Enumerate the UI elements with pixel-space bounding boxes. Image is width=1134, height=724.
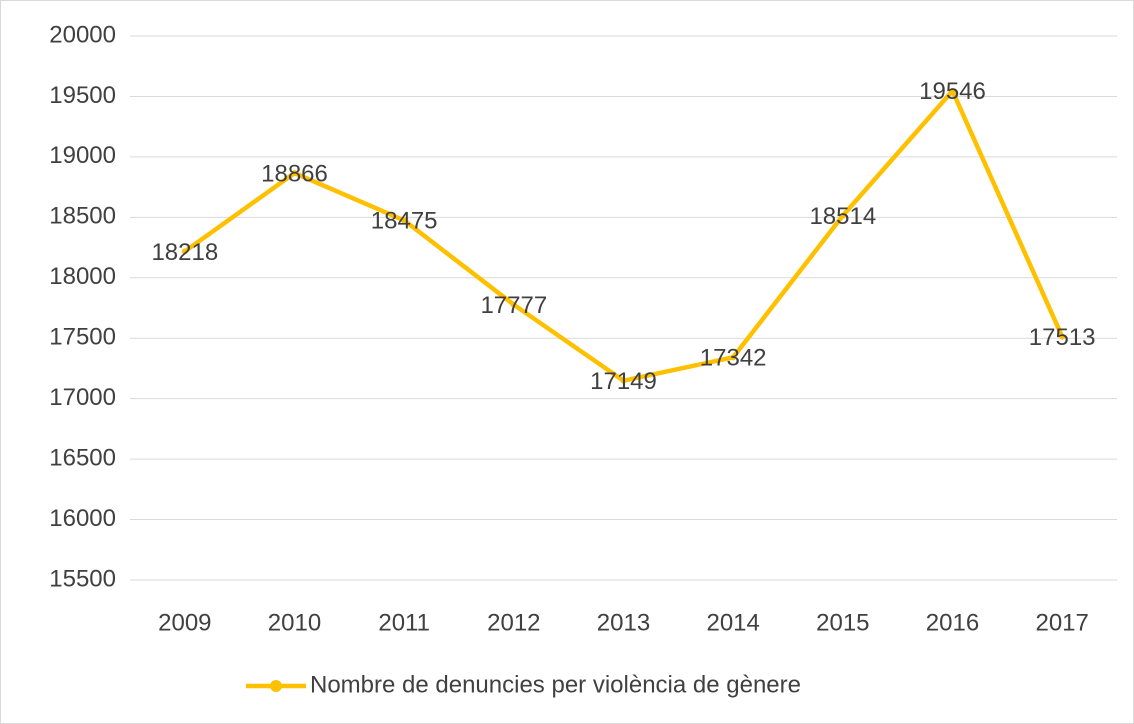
point (510, 301, 517, 308)
point (291, 170, 298, 177)
y-tick-label: 16000 (49, 505, 116, 532)
labels: 15500 16000 16500 17000 17500 18000 18500 19000… (49, 21, 1095, 698)
data-label: 17513 (1029, 324, 1096, 351)
y-tick-label: 18500 (49, 203, 116, 230)
x-tick-label: 2015 (816, 609, 869, 636)
data-label: 19546 (919, 78, 986, 105)
point (1059, 333, 1066, 340)
marks (181, 87, 1066, 384)
grid (130, 35, 1117, 581)
y-tick-label: 16500 (49, 444, 116, 471)
point (839, 212, 846, 219)
x-tick-label: 2011 (378, 609, 430, 636)
x-tick-label: 2013 (597, 609, 650, 636)
y-tick-label: 17000 (49, 384, 116, 411)
data-label: 17342 (700, 345, 767, 372)
y-tick-label: 15500 (49, 565, 116, 592)
x-tick-label: 2014 (706, 609, 759, 636)
data-label: 17149 (590, 368, 657, 395)
x-tick-label: 2012 (487, 609, 540, 636)
legend-label: Nombre de denuncies per violència de gèn… (310, 671, 801, 698)
point (949, 87, 956, 94)
x-tick-label: 2009 (158, 609, 211, 636)
y-tick-label: 20000 (49, 21, 116, 48)
data-label: 18866 (261, 160, 328, 187)
y-tick-label: 17500 (49, 324, 116, 351)
point (730, 354, 737, 361)
x-tick-label: 2017 (1035, 609, 1088, 636)
point (401, 217, 408, 224)
x-tick-label: 2010 (268, 609, 321, 636)
y-tick-label: 18000 (49, 263, 116, 290)
y-tick-label: 19000 (49, 142, 116, 169)
point (181, 248, 188, 255)
data-label: 18218 (151, 239, 218, 266)
x-tick-label: 2016 (926, 609, 979, 636)
point (620, 377, 627, 384)
y-tick-label: 19500 (49, 82, 116, 109)
data-label: 18475 (371, 208, 438, 235)
data-label: 18514 (809, 203, 876, 230)
legend-marker (270, 680, 282, 692)
data-label: 17777 (480, 292, 547, 319)
